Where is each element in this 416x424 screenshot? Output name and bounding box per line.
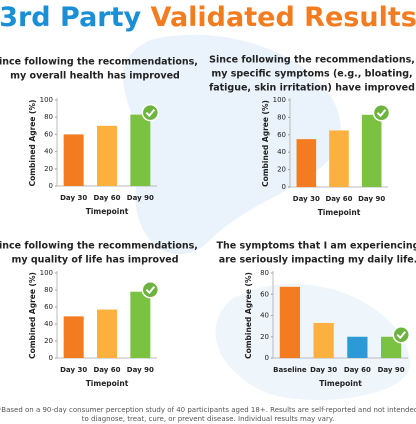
bar (63, 316, 84, 358)
y-tick-label: 80 (260, 269, 269, 277)
y-tick-label: 20 (44, 337, 53, 345)
bar (130, 114, 151, 186)
check-mark (145, 286, 156, 295)
check-icon (392, 326, 410, 344)
bar (279, 286, 300, 358)
chart-title: Since following the recommendations, (209, 55, 415, 66)
bar (97, 309, 117, 358)
chart-title: my quality of life has improved (11, 255, 178, 266)
check-mark (376, 109, 387, 118)
y-tick-label: 100 (40, 96, 53, 104)
y-tick-label: 60 (44, 130, 53, 138)
bar (361, 114, 382, 187)
check-icon (141, 280, 160, 299)
check-icon (141, 103, 160, 122)
y-axis-label: Combined Agree (%) (261, 100, 270, 187)
bar (130, 291, 151, 358)
x-axis-label: Timepoint (318, 208, 361, 217)
y-axis-label: Combined Agree (%) (244, 272, 253, 359)
background-blob (122, 34, 341, 255)
bar (347, 336, 368, 358)
y-axis-label: Combined Agree (%) (28, 100, 37, 187)
y-tick-label: 0 (49, 354, 53, 362)
y-tick-label: 60 (277, 131, 286, 139)
bar (313, 322, 334, 358)
x-tick-label: Day 30 (293, 195, 320, 203)
footnote: *Based on a 90-day consumer perception s… (0, 406, 416, 414)
x-axis-label: Timepoint (86, 379, 129, 388)
page-title: 3rd Party Validated Results (0, 2, 416, 33)
check-icon (372, 104, 391, 122)
y-tick-label: 40 (260, 312, 269, 320)
title-part: 3rd Party (0, 2, 142, 33)
bar (296, 139, 317, 187)
x-tick-label: Day 60 (93, 366, 120, 374)
y-tick-label: 20 (260, 333, 269, 341)
chart-title: my specific symptoms (e.g., bloating, (211, 69, 412, 80)
chart-title: Since following the recommendations, (0, 241, 198, 252)
y-tick-label: 40 (44, 320, 53, 328)
bar (63, 134, 84, 186)
background-blob (215, 283, 411, 400)
x-tick-label: Day 30 (310, 366, 337, 374)
check-mark (145, 108, 156, 118)
x-axis-label: Timepoint (319, 379, 362, 388)
y-tick-label: 80 (44, 286, 53, 294)
y-tick-label: 100 (40, 269, 53, 277)
y-tick-label: 60 (44, 303, 53, 311)
check-mark (396, 331, 407, 340)
x-tick-label: Day 60 (325, 195, 352, 203)
x-tick-label: Day 30 (60, 194, 87, 202)
chart-title: are seriously impacting my daily life. (219, 255, 416, 266)
bar (97, 125, 117, 186)
y-tick-label: 20 (277, 166, 286, 174)
y-tick-label: 0 (49, 182, 53, 190)
y-tick-label: 100 (273, 96, 286, 104)
bar (381, 336, 402, 358)
y-tick-label: 40 (44, 148, 53, 156)
x-axis-label: Timepoint (86, 207, 129, 216)
y-tick-label: 0 (265, 354, 269, 362)
y-tick-label: 80 (44, 113, 53, 121)
x-tick-label: Baseline (273, 366, 307, 374)
chart-title: fatigue, skin irritation) have improved (209, 83, 415, 94)
x-tick-label: Day 90 (378, 366, 405, 374)
y-axis-label: Combined Agree (%) (28, 272, 37, 359)
y-tick-label: 20 (44, 165, 53, 173)
chart-title: Since following the recommendations, (0, 57, 198, 68)
x-tick-label: Day 90 (127, 366, 154, 374)
footnote: to diagnose, treat, cure, or prevent dis… (82, 415, 334, 423)
y-tick-label: 60 (260, 290, 269, 298)
title-part: Validated Results (151, 2, 416, 33)
chart-title: The symptoms that I am experiencing (217, 241, 416, 252)
x-tick-label: Day 90 (358, 195, 385, 203)
x-tick-label: Day 90 (127, 194, 154, 202)
x-tick-label: Day 30 (60, 366, 87, 374)
y-tick-label: 0 (282, 183, 286, 191)
y-tick-label: 80 (277, 113, 286, 121)
chart-title: my overall health has improved (10, 71, 180, 82)
x-tick-label: Day 60 (93, 194, 120, 202)
y-tick-label: 40 (277, 148, 286, 156)
x-tick-label: Day 60 (344, 366, 371, 374)
bar (329, 130, 349, 187)
